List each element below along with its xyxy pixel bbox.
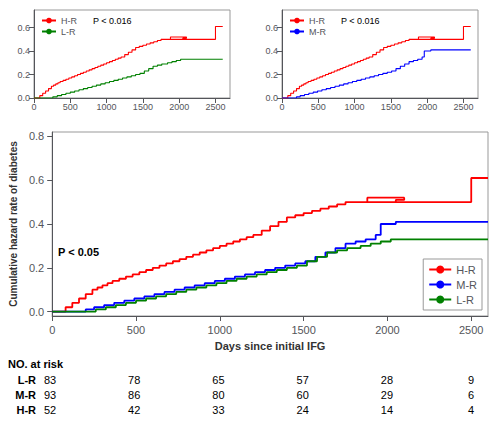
svg-text:4: 4 bbox=[468, 404, 474, 416]
svg-text:0.0: 0.0 bbox=[265, 93, 278, 103]
svg-text:0.8: 0.8 bbox=[29, 130, 44, 142]
svg-text:H-R: H-R bbox=[16, 404, 36, 416]
svg-text:2500: 2500 bbox=[459, 324, 483, 336]
svg-text:0.2: 0.2 bbox=[17, 70, 30, 80]
svg-text:2500: 2500 bbox=[453, 102, 473, 112]
svg-text:500: 500 bbox=[127, 324, 145, 336]
svg-text:2000: 2000 bbox=[375, 324, 399, 336]
svg-text:L-R: L-R bbox=[61, 27, 76, 37]
svg-text:M-R: M-R bbox=[15, 389, 36, 401]
svg-text:2000: 2000 bbox=[417, 102, 437, 112]
svg-text:33: 33 bbox=[212, 404, 224, 416]
svg-text:L-R: L-R bbox=[456, 294, 474, 306]
svg-text:1500: 1500 bbox=[381, 102, 401, 112]
svg-text:0.2: 0.2 bbox=[29, 262, 44, 274]
svg-text:0.2: 0.2 bbox=[265, 70, 278, 80]
svg-text:6: 6 bbox=[468, 389, 474, 401]
svg-text:2000: 2000 bbox=[169, 102, 189, 112]
svg-text:L-R: L-R bbox=[18, 374, 36, 386]
svg-text:29: 29 bbox=[381, 389, 393, 401]
svg-text:2500: 2500 bbox=[205, 102, 225, 112]
svg-text:1000: 1000 bbox=[345, 102, 365, 112]
svg-text:28: 28 bbox=[381, 374, 393, 386]
svg-text:57: 57 bbox=[297, 374, 309, 386]
svg-text:80: 80 bbox=[212, 389, 224, 401]
svg-text:H-R: H-R bbox=[61, 16, 77, 26]
svg-text:93: 93 bbox=[44, 389, 56, 401]
svg-text:500: 500 bbox=[311, 102, 326, 112]
svg-text:0.4: 0.4 bbox=[29, 218, 44, 230]
svg-text:0.0: 0.0 bbox=[29, 306, 44, 318]
svg-text:0: 0 bbox=[49, 324, 55, 336]
svg-text:1500: 1500 bbox=[133, 102, 153, 112]
svg-text:H-R: H-R bbox=[309, 16, 325, 26]
svg-text:0.6: 0.6 bbox=[17, 23, 30, 33]
svg-text:500: 500 bbox=[63, 102, 78, 112]
svg-text:1000: 1000 bbox=[97, 102, 117, 112]
svg-text:NO. at risk: NO. at risk bbox=[8, 358, 64, 370]
svg-text:9: 9 bbox=[468, 374, 474, 386]
svg-text:42: 42 bbox=[128, 404, 140, 416]
svg-text:65: 65 bbox=[212, 374, 224, 386]
svg-text:0: 0 bbox=[31, 102, 36, 112]
svg-text:14: 14 bbox=[381, 404, 393, 416]
svg-text:Days since initial IFG: Days since initial IFG bbox=[215, 340, 326, 352]
svg-text:Cumulative hazard rate of diab: Cumulative hazard rate of diabetes bbox=[8, 141, 19, 307]
svg-text:86: 86 bbox=[128, 389, 140, 401]
svg-text:1500: 1500 bbox=[291, 324, 315, 336]
svg-text:0.0: 0.0 bbox=[17, 93, 30, 103]
svg-text:83: 83 bbox=[44, 374, 56, 386]
svg-text:0.4: 0.4 bbox=[265, 46, 278, 56]
svg-text:0.6: 0.6 bbox=[29, 174, 44, 186]
svg-text:0: 0 bbox=[279, 102, 284, 112]
svg-text:0.4: 0.4 bbox=[17, 46, 30, 56]
svg-text:M-R: M-R bbox=[456, 279, 477, 291]
svg-text:78: 78 bbox=[128, 374, 140, 386]
svg-text:24: 24 bbox=[297, 404, 309, 416]
svg-text:P < 0.016: P < 0.016 bbox=[341, 16, 380, 26]
svg-text:M-R: M-R bbox=[309, 27, 326, 37]
svg-text:52: 52 bbox=[44, 404, 56, 416]
svg-text:60: 60 bbox=[297, 389, 309, 401]
svg-text:0.6: 0.6 bbox=[265, 23, 278, 33]
svg-text:P < 0.05: P < 0.05 bbox=[58, 246, 99, 258]
svg-text:1000: 1000 bbox=[208, 324, 232, 336]
svg-text:P < 0.016: P < 0.016 bbox=[93, 16, 132, 26]
svg-text:H-R: H-R bbox=[456, 264, 476, 276]
